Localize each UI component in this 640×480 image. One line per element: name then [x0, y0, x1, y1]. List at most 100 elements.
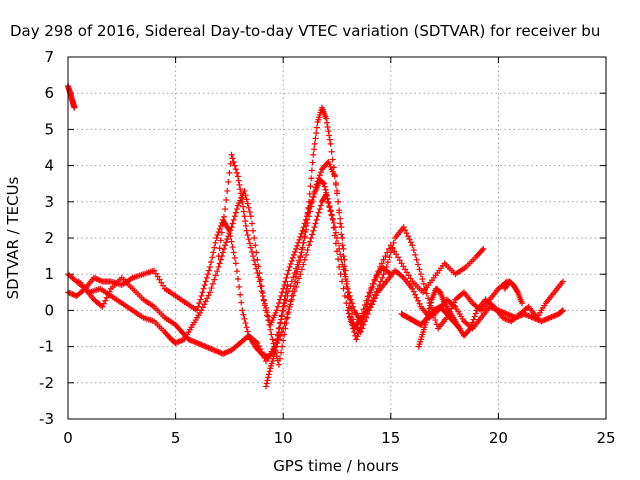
data-point: [361, 309, 368, 316]
data-point: [345, 289, 352, 296]
data-point: [299, 227, 306, 234]
data-point: [349, 321, 356, 328]
data-point: [251, 235, 258, 241]
data-point: [339, 235, 346, 241]
data-point: [427, 302, 434, 309]
data-point: [298, 230, 305, 237]
data-point: [310, 193, 317, 200]
data-point: [323, 192, 330, 199]
data-point: [409, 242, 416, 249]
data-point: [283, 289, 290, 296]
data-point: [240, 203, 247, 210]
data-point: [372, 291, 379, 298]
data-point: [236, 283, 243, 290]
data-point: [347, 318, 354, 325]
data-point: [286, 303, 293, 310]
data-point: [244, 328, 251, 335]
data-point: [211, 276, 218, 283]
data-point: [283, 320, 290, 327]
data-point: [205, 292, 212, 299]
data-point: [279, 308, 286, 315]
data-point: [226, 230, 233, 237]
data-point: [236, 181, 243, 188]
data-point: [245, 236, 252, 243]
data-point: [200, 285, 207, 292]
data-point: [336, 209, 343, 216]
data-point: [100, 300, 107, 307]
data-point: [325, 198, 332, 205]
data-point: [154, 273, 161, 280]
data-point: [366, 292, 373, 299]
data-point: [240, 311, 247, 318]
data-point: [232, 209, 239, 216]
data-point: [332, 180, 339, 187]
data-point: [237, 190, 244, 197]
data-point: [300, 261, 307, 268]
data-point: [225, 233, 232, 240]
data-point: [225, 178, 232, 185]
data-point: [303, 216, 310, 223]
data-point: [250, 253, 257, 260]
data-point: [288, 257, 295, 264]
data-point: [216, 260, 223, 267]
data-point: [360, 314, 367, 321]
data-point: [218, 229, 225, 236]
data-point: [324, 123, 331, 130]
data-point: [71, 104, 78, 111]
data-point: [281, 331, 288, 338]
data-point: [456, 325, 463, 332]
data-point: [278, 312, 285, 319]
data-point: [343, 300, 350, 307]
y-tick-label: -3: [39, 410, 54, 428]
data-point: [151, 267, 158, 274]
data-point: [272, 347, 279, 354]
data-point: [311, 146, 318, 153]
data-point: [416, 266, 423, 273]
data-point: [317, 202, 324, 209]
data-point: [339, 278, 346, 285]
data-point: [384, 259, 391, 266]
data-point: [235, 173, 242, 180]
data-point: [264, 377, 271, 384]
y-tick-label: 5: [44, 120, 54, 138]
data-point: [466, 326, 473, 333]
data-point: [367, 300, 374, 307]
data-point: [332, 229, 339, 236]
data-point: [354, 333, 361, 340]
data-point: [479, 247, 486, 254]
data-point: [284, 282, 291, 289]
data-point: [215, 228, 222, 235]
data-point: [289, 288, 296, 295]
data-point: [357, 324, 364, 331]
data-point: [226, 169, 233, 176]
data-point: [219, 221, 226, 228]
data-point: [239, 198, 246, 205]
data-point: [208, 285, 215, 292]
data-point: [103, 294, 110, 301]
data-point: [245, 204, 252, 211]
data-point: [329, 215, 336, 222]
data-point: [228, 151, 235, 158]
data-point: [368, 286, 375, 293]
data-point: [248, 248, 255, 255]
data-point: [242, 320, 249, 327]
data-point: [221, 245, 228, 252]
data-point: [370, 294, 377, 301]
data-point: [369, 297, 376, 304]
data-point: [559, 278, 566, 285]
data-point: [337, 220, 344, 227]
data-point: [310, 227, 317, 234]
data-point: [317, 169, 324, 176]
data-point: [261, 302, 268, 309]
data-point: [241, 213, 248, 220]
data-point: [358, 321, 365, 328]
data-point: [309, 196, 316, 203]
data-point: [288, 292, 295, 299]
data-point: [266, 321, 273, 328]
data-point: [231, 254, 238, 261]
data-point: [238, 194, 245, 201]
data-point: [330, 219, 337, 226]
data-point: [455, 324, 462, 331]
data-point: [209, 280, 216, 287]
data-point: [403, 269, 410, 276]
